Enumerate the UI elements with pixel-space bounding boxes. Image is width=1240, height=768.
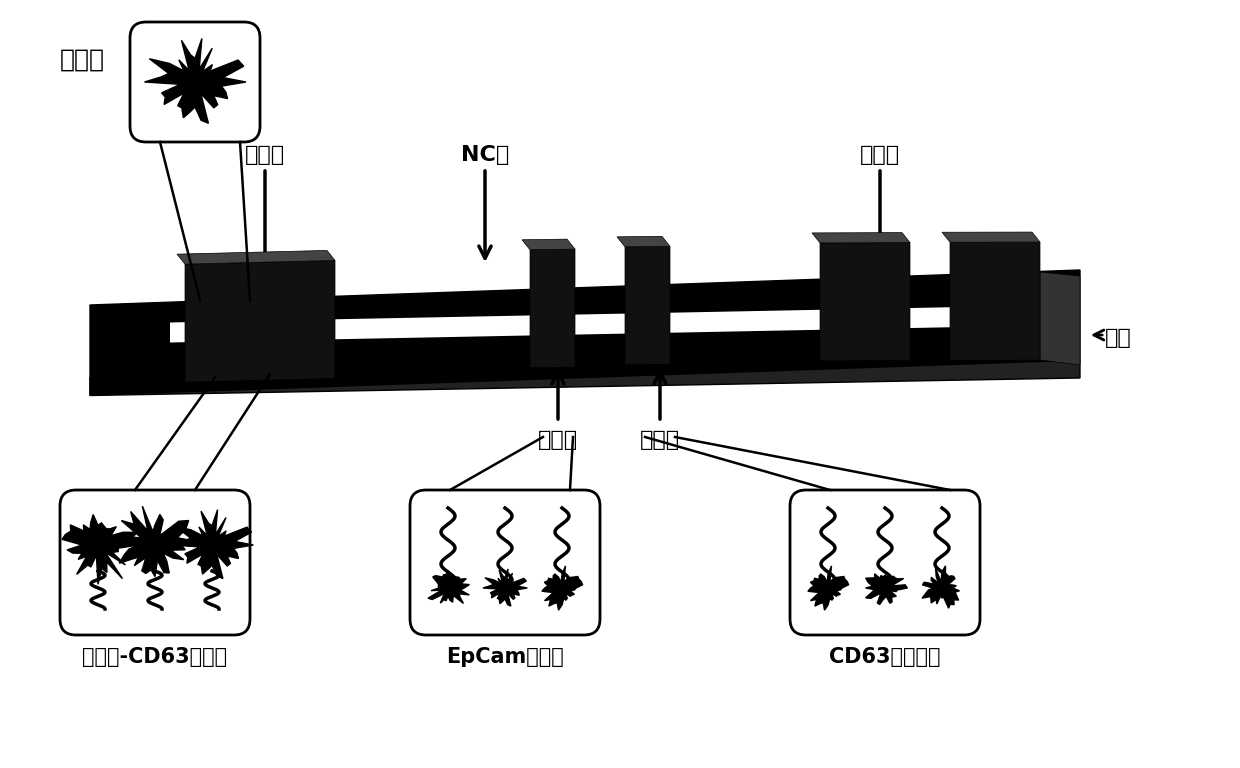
Polygon shape	[542, 566, 583, 610]
Text: 吸收垫: 吸收垫	[859, 145, 900, 165]
Polygon shape	[522, 239, 575, 250]
Polygon shape	[942, 232, 1040, 242]
Text: 纳米金-CD63适配体: 纳米金-CD63适配体	[82, 647, 228, 667]
Polygon shape	[529, 249, 575, 368]
Polygon shape	[1040, 272, 1080, 365]
Text: CD63互补探针: CD63互补探针	[830, 647, 941, 667]
Polygon shape	[950, 242, 1040, 360]
Polygon shape	[820, 243, 910, 361]
Text: 结合垫: 结合垫	[246, 145, 285, 165]
Polygon shape	[145, 38, 246, 124]
Text: 外泌体: 外泌体	[60, 48, 105, 72]
FancyBboxPatch shape	[60, 490, 250, 635]
Polygon shape	[177, 250, 335, 264]
FancyBboxPatch shape	[410, 490, 600, 635]
Polygon shape	[91, 360, 1080, 396]
Text: 控制线: 控制线	[640, 430, 680, 450]
Polygon shape	[91, 270, 1080, 395]
Polygon shape	[625, 247, 670, 365]
Polygon shape	[482, 569, 527, 606]
Polygon shape	[428, 570, 470, 604]
Polygon shape	[185, 260, 335, 382]
Polygon shape	[808, 566, 848, 610]
Polygon shape	[170, 305, 1065, 343]
Text: EpCam适配体: EpCam适配体	[446, 647, 564, 667]
FancyBboxPatch shape	[790, 490, 980, 635]
Polygon shape	[923, 566, 960, 608]
FancyBboxPatch shape	[130, 22, 260, 142]
Text: 底板: 底板	[1105, 328, 1132, 348]
Text: 检测线: 检测线	[538, 430, 578, 450]
Polygon shape	[119, 506, 188, 577]
Polygon shape	[171, 510, 253, 578]
Text: NC膜: NC膜	[461, 145, 510, 165]
Polygon shape	[62, 515, 139, 584]
Polygon shape	[866, 574, 908, 604]
Polygon shape	[812, 233, 910, 243]
Polygon shape	[618, 237, 670, 247]
